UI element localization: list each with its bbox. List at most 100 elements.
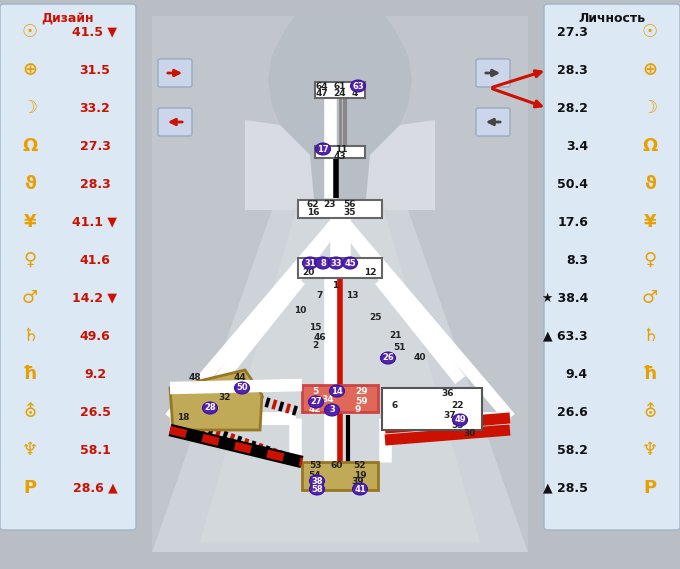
Text: 63: 63 xyxy=(352,81,364,90)
Text: ⊕: ⊕ xyxy=(643,61,658,79)
Text: 10: 10 xyxy=(294,306,306,315)
Text: ▲ 28.5: ▲ 28.5 xyxy=(543,481,588,494)
Text: 62: 62 xyxy=(307,200,319,208)
FancyBboxPatch shape xyxy=(158,59,192,87)
Text: P: P xyxy=(23,479,37,497)
Text: 20: 20 xyxy=(302,267,314,277)
FancyBboxPatch shape xyxy=(476,59,510,87)
Polygon shape xyxy=(200,58,480,542)
Ellipse shape xyxy=(235,382,250,394)
Text: 43: 43 xyxy=(334,151,346,160)
Ellipse shape xyxy=(328,257,343,269)
Text: ϑ: ϑ xyxy=(644,175,656,193)
Text: 49.6: 49.6 xyxy=(80,329,110,343)
Text: 51: 51 xyxy=(394,344,406,353)
Text: Личность: Личность xyxy=(579,12,645,25)
Ellipse shape xyxy=(316,143,330,155)
Text: 30: 30 xyxy=(464,430,476,439)
Text: 24: 24 xyxy=(334,89,346,97)
Bar xyxy=(302,385,378,412)
Text: 48: 48 xyxy=(188,373,201,382)
Ellipse shape xyxy=(309,396,324,408)
Text: 46: 46 xyxy=(313,333,326,343)
Ellipse shape xyxy=(309,475,324,487)
Text: ♀: ♀ xyxy=(23,251,37,269)
Ellipse shape xyxy=(303,257,318,269)
Ellipse shape xyxy=(381,352,396,364)
Text: 40: 40 xyxy=(413,353,426,362)
Text: 54: 54 xyxy=(309,471,322,480)
Polygon shape xyxy=(152,16,528,552)
Text: ☉: ☉ xyxy=(22,23,38,41)
FancyBboxPatch shape xyxy=(476,108,510,136)
Text: 49: 49 xyxy=(454,415,466,424)
Text: 7: 7 xyxy=(317,291,323,299)
Text: 26.6: 26.6 xyxy=(557,406,588,419)
Text: 8: 8 xyxy=(320,258,326,267)
Text: 22: 22 xyxy=(452,401,464,410)
Text: 58.2: 58.2 xyxy=(557,443,588,456)
Text: 11: 11 xyxy=(335,145,347,154)
Bar xyxy=(298,258,382,278)
Text: 28.3: 28.3 xyxy=(80,178,110,191)
Text: 1: 1 xyxy=(332,281,338,290)
Text: ⊕: ⊕ xyxy=(22,61,37,79)
Ellipse shape xyxy=(452,414,468,426)
Text: 3: 3 xyxy=(329,406,335,414)
Text: ☉: ☉ xyxy=(642,23,658,41)
Text: 37: 37 xyxy=(443,410,456,419)
Ellipse shape xyxy=(309,483,324,495)
Text: 50: 50 xyxy=(236,384,248,393)
Text: 41: 41 xyxy=(354,484,366,493)
Polygon shape xyxy=(152,16,528,552)
Text: 58: 58 xyxy=(311,484,323,493)
Text: Ω: Ω xyxy=(22,137,37,155)
Text: 58.1: 58.1 xyxy=(80,443,110,456)
Text: ♆: ♆ xyxy=(642,441,658,459)
Text: ⛢: ⛢ xyxy=(643,403,657,421)
Text: 31: 31 xyxy=(304,258,316,267)
Text: 35: 35 xyxy=(344,208,356,216)
Text: 33.2: 33.2 xyxy=(80,101,110,114)
Ellipse shape xyxy=(350,80,366,92)
Text: 32: 32 xyxy=(219,394,231,402)
Text: ħ: ħ xyxy=(643,365,657,383)
Text: Ω: Ω xyxy=(643,137,658,155)
FancyBboxPatch shape xyxy=(158,108,192,136)
Text: 61: 61 xyxy=(334,81,346,90)
Ellipse shape xyxy=(352,483,367,495)
Text: 9: 9 xyxy=(355,406,361,414)
Text: 5: 5 xyxy=(312,386,318,395)
Text: 25: 25 xyxy=(369,314,381,323)
Bar xyxy=(382,388,482,430)
Text: ¥: ¥ xyxy=(644,213,656,231)
Text: 42: 42 xyxy=(309,406,322,414)
Text: ϑ: ϑ xyxy=(24,175,36,193)
Text: 33: 33 xyxy=(330,258,342,267)
Text: 44: 44 xyxy=(234,373,246,382)
Text: 12: 12 xyxy=(364,267,376,277)
Text: 45: 45 xyxy=(344,258,356,267)
FancyBboxPatch shape xyxy=(544,4,680,530)
Text: ♂: ♂ xyxy=(642,289,658,307)
Text: 8.3: 8.3 xyxy=(566,254,588,266)
Text: 59: 59 xyxy=(356,398,369,406)
Text: 4: 4 xyxy=(352,89,358,97)
Text: ħ: ħ xyxy=(23,365,37,383)
Text: 41.5 ▼: 41.5 ▼ xyxy=(73,26,118,39)
Text: 28.2: 28.2 xyxy=(557,101,588,114)
Text: ♄: ♄ xyxy=(642,327,658,345)
Text: 6: 6 xyxy=(392,401,398,410)
Bar xyxy=(315,82,365,98)
Text: 57: 57 xyxy=(188,386,201,394)
Bar xyxy=(298,200,382,218)
Text: 27.3: 27.3 xyxy=(80,139,110,152)
Text: 21: 21 xyxy=(389,331,401,340)
Text: 26.5: 26.5 xyxy=(80,406,110,419)
Text: ★ 38.4: ★ 38.4 xyxy=(542,291,588,304)
Text: 17: 17 xyxy=(317,145,329,154)
Bar xyxy=(315,146,365,158)
FancyBboxPatch shape xyxy=(0,4,136,530)
Text: ⛢: ⛢ xyxy=(23,403,37,421)
Text: 64: 64 xyxy=(316,81,328,90)
